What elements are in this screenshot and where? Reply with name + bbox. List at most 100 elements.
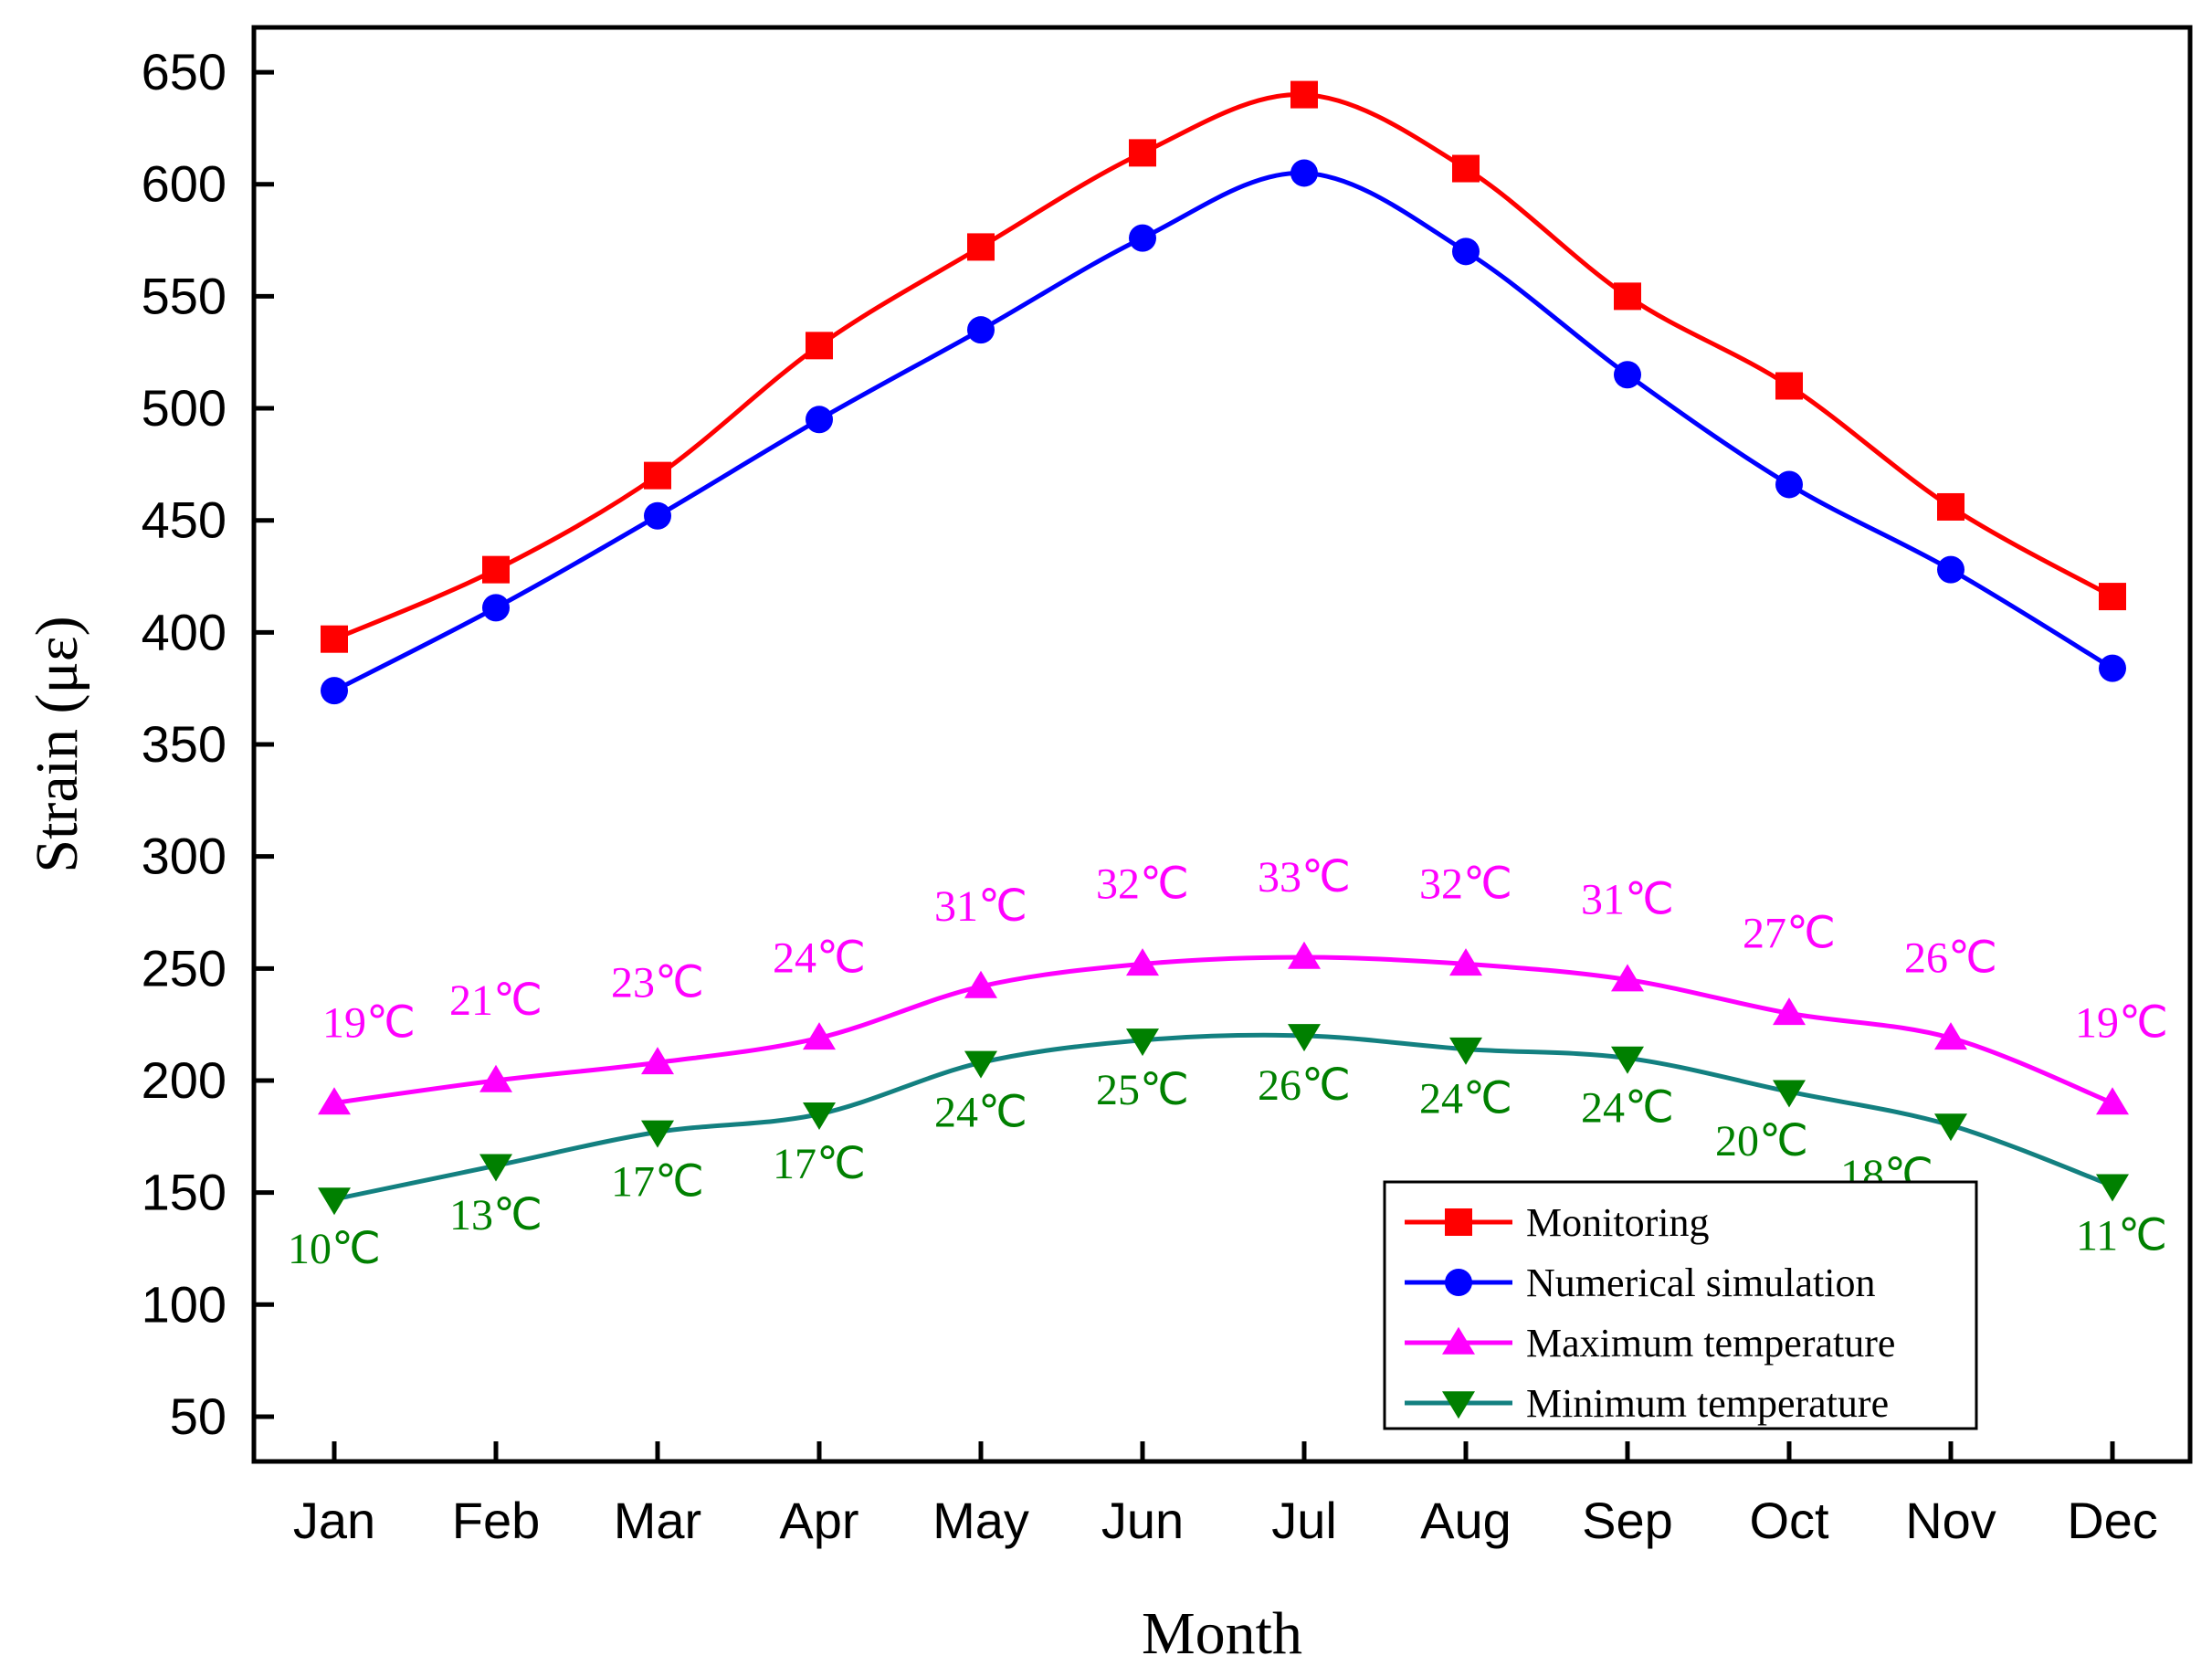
y-tick-label: 300 [142, 828, 226, 885]
data-point-monitoring [2099, 583, 2126, 611]
data-point-numerical-simulation [1290, 159, 1318, 187]
data-point-monitoring [1614, 282, 1641, 311]
temperature-label: 24℃ [934, 1088, 1027, 1136]
temperature-label: 17℃ [773, 1140, 866, 1188]
legend-label: Numerical simulation [1526, 1260, 1875, 1305]
x-axis-title: Month [1142, 1600, 1302, 1667]
data-point-maximum-temperature [964, 970, 997, 998]
temperature-label: 33℃ [1258, 853, 1351, 902]
series-line-numerical-simulation [332, 170, 2114, 693]
data-point-numerical-simulation [967, 316, 995, 344]
data-point-monitoring [1129, 139, 1156, 167]
x-tick-label: Sep [1582, 1492, 1673, 1549]
data-point-numerical-simulation [321, 677, 348, 705]
temperature-label: 21℃ [449, 976, 542, 1025]
legend-swatch-marker [1442, 1326, 1475, 1355]
x-tick-label: May [932, 1492, 1029, 1549]
x-tick-label: Dec [2067, 1492, 2158, 1549]
data-point-maximum-temperature [1934, 1022, 1967, 1050]
temperature-label: 26℃ [1904, 933, 1997, 982]
data-point-maximum-temperature [1449, 948, 1482, 976]
data-point-numerical-simulation [1129, 224, 1156, 252]
data-point-maximum-temperature [641, 1047, 674, 1075]
data-point-monitoring [1937, 492, 1964, 521]
temperature-label: 32℃ [1096, 860, 1189, 908]
y-tick-label: 200 [142, 1051, 226, 1109]
x-tick-label: Mar [614, 1492, 701, 1549]
x-tick-label: Feb [452, 1492, 541, 1549]
legend-label: Monitoring [1526, 1200, 1709, 1245]
temperature-label: 31℃ [934, 882, 1027, 931]
x-tick-label: Apr [779, 1492, 858, 1549]
data-point-numerical-simulation [644, 501, 671, 530]
x-tick-label: Aug [1420, 1492, 1512, 1549]
data-point-numerical-simulation [1937, 555, 1964, 584]
y-tick-label: 500 [142, 379, 226, 437]
temperature-label: 24℃ [1419, 1075, 1512, 1123]
legend-swatch-marker [1442, 1391, 1475, 1419]
series-line-maximum-temperature [333, 955, 2113, 1105]
x-tick-label: Oct [1749, 1492, 1829, 1549]
data-point-monitoring [644, 461, 671, 490]
legend-swatch-marker [1445, 1269, 1472, 1296]
temperature-label: 24℃ [773, 933, 866, 982]
data-point-minimum-temperature [479, 1154, 512, 1182]
series-line-minimum-temperature [333, 1032, 2113, 1202]
legend-label: Maximum temperature [1526, 1321, 1895, 1366]
data-point-maximum-temperature [318, 1087, 351, 1115]
y-tick-label: 100 [142, 1275, 226, 1333]
y-tick-label: 50 [170, 1387, 226, 1445]
data-point-numerical-simulation [1775, 470, 1803, 499]
y-tick-label: 150 [142, 1164, 226, 1221]
x-tick-label: Jul [1271, 1492, 1337, 1549]
data-point-monitoring [806, 332, 833, 360]
legend-swatch-marker [1445, 1208, 1472, 1236]
temperature-label: 19℃ [2075, 999, 2168, 1048]
temperature-label: 31℃ [1581, 876, 1674, 924]
data-point-numerical-simulation [806, 406, 833, 434]
data-point-minimum-temperature [964, 1050, 997, 1079]
temperature-label: 10℃ [288, 1225, 381, 1273]
x-tick-label: Nov [1905, 1492, 1996, 1549]
y-tick-label: 650 [142, 43, 226, 100]
y-tick-label: 600 [142, 155, 226, 213]
y-tick-label: 550 [142, 267, 226, 324]
data-point-maximum-temperature [803, 1022, 836, 1050]
data-point-minimum-temperature [641, 1120, 674, 1148]
temperature-label: 24℃ [1581, 1083, 1674, 1132]
data-point-minimum-temperature [803, 1102, 836, 1131]
series-line-monitoring [333, 92, 2114, 642]
data-point-minimum-temperature [318, 1187, 351, 1216]
data-point-minimum-temperature [1773, 1080, 1806, 1108]
temperature-label: 13℃ [449, 1191, 542, 1239]
data-point-monitoring [1775, 372, 1803, 400]
data-point-maximum-temperature [1288, 941, 1321, 969]
y-tick-label: 250 [142, 939, 226, 997]
temperature-label: 25℃ [1096, 1066, 1189, 1114]
data-point-minimum-temperature [2096, 1174, 2129, 1202]
data-point-minimum-temperature [1934, 1113, 1967, 1142]
data-point-maximum-temperature [1773, 997, 1806, 1026]
data-point-maximum-temperature [2096, 1087, 2129, 1115]
temperature-label: 27℃ [1743, 909, 1836, 957]
data-point-numerical-simulation [2099, 654, 2126, 682]
data-point-numerical-simulation [482, 594, 510, 622]
temperature-label: 17℃ [611, 1157, 704, 1206]
temperature-label: 20℃ [1715, 1117, 1808, 1165]
y-tick-label: 400 [142, 603, 226, 660]
y-tick-label: 350 [142, 715, 226, 773]
data-point-minimum-temperature [1449, 1037, 1482, 1065]
temperature-label: 11℃ [2076, 1211, 2167, 1260]
data-point-monitoring [967, 233, 995, 261]
temperature-label: 26℃ [1258, 1061, 1351, 1110]
legend-label: Minimum temperature [1526, 1381, 1889, 1426]
data-point-maximum-temperature [1126, 948, 1159, 976]
data-point-monitoring [482, 555, 510, 584]
y-axis-title: Strain (με) [24, 616, 90, 872]
temperature-label: 23℃ [611, 958, 704, 1007]
data-point-monitoring [321, 625, 348, 653]
temperature-label: 19℃ [322, 999, 416, 1048]
data-point-monitoring [1452, 154, 1480, 183]
